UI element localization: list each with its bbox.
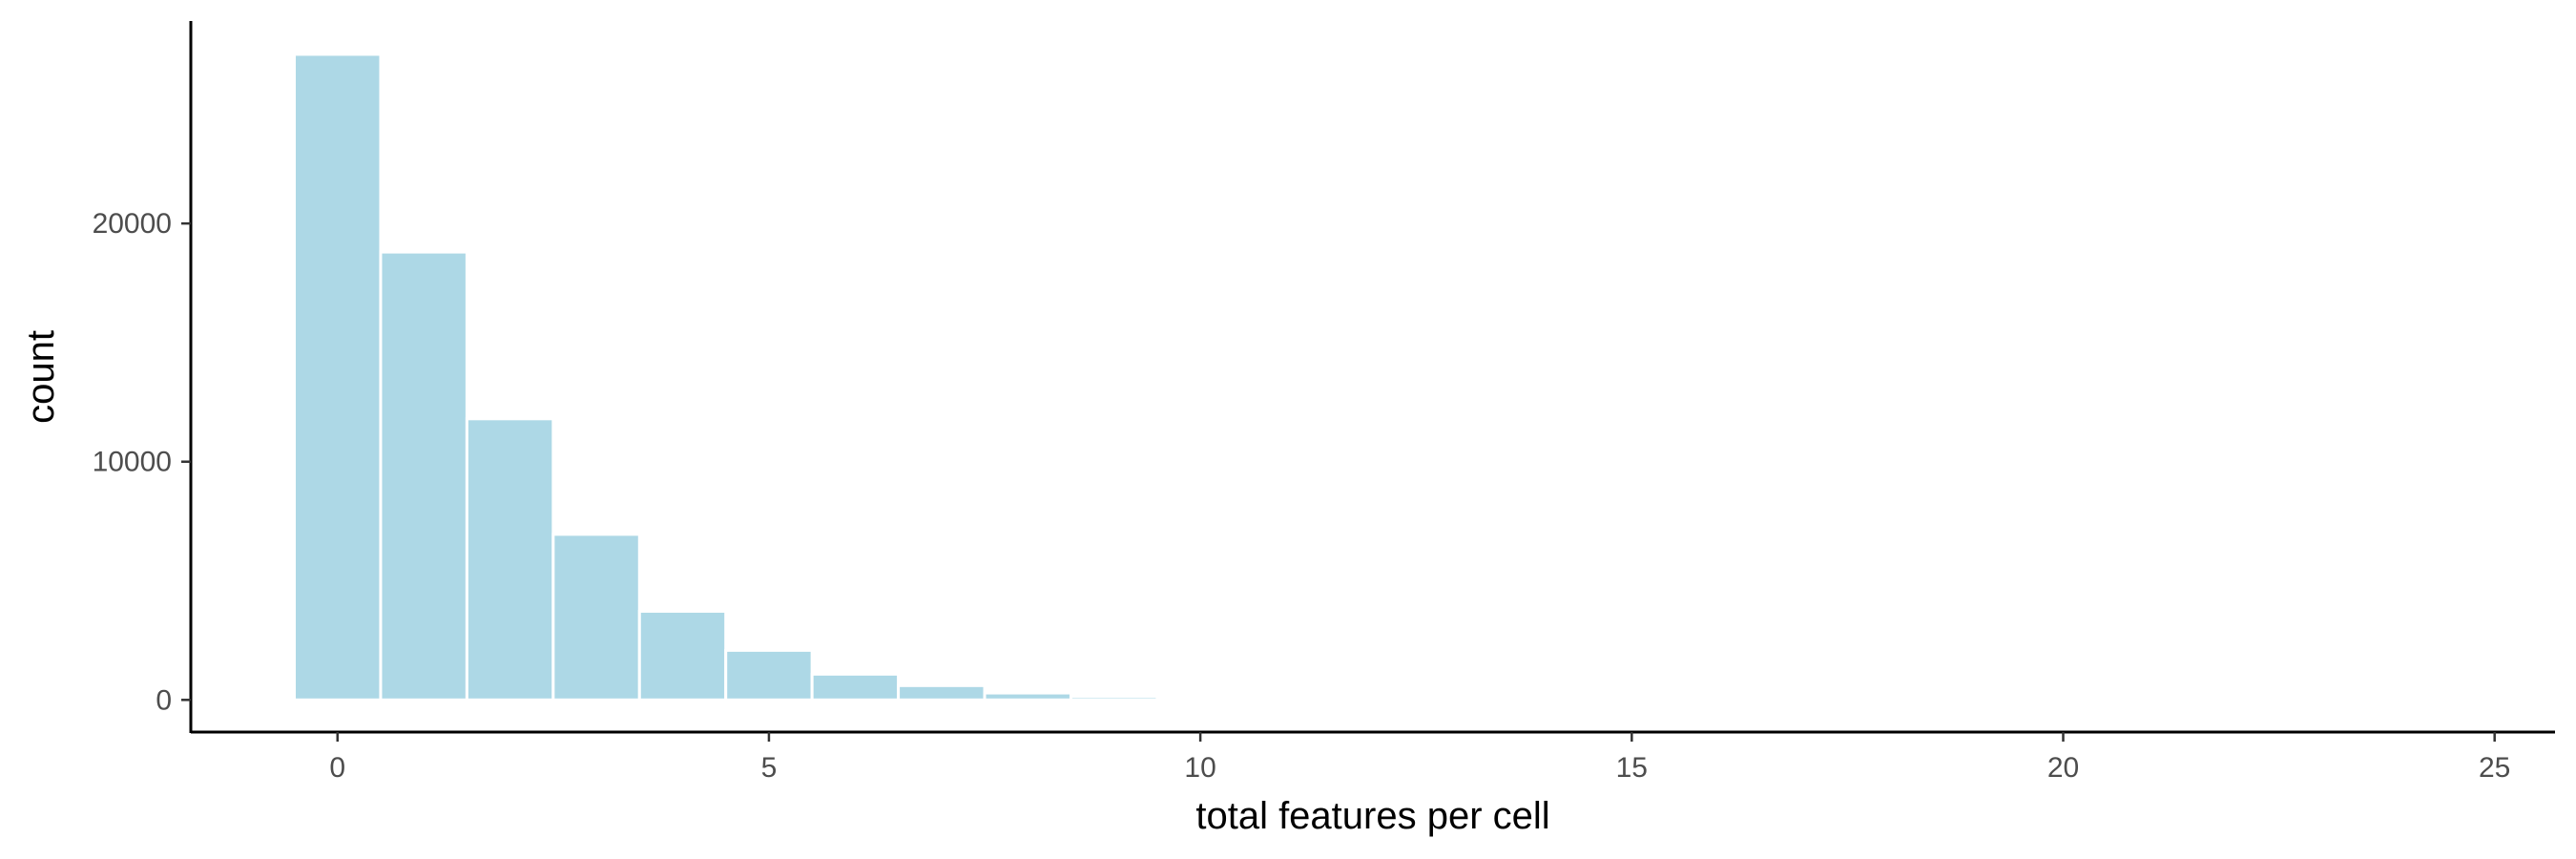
histogram-bar: [293, 52, 383, 702]
histogram-bar: [724, 648, 814, 702]
x-axis-ticks: 0 5 10 15 20 25: [329, 732, 2510, 784]
x-tick-label: 20: [2047, 752, 2079, 784]
x-tick-label: 15: [1616, 752, 1648, 784]
y-tick-label: 20000: [93, 208, 172, 240]
histogram-bar: [983, 691, 1072, 702]
x-axis-title: total features per cell: [1195, 795, 1549, 837]
y-axis-ticks: 0 10000 20000: [93, 208, 191, 716]
x-tick-label: 5: [761, 752, 778, 784]
y-tick-label: 10000: [93, 447, 172, 478]
x-tick-label: 25: [2479, 752, 2510, 784]
y-axis-title: count: [20, 330, 62, 424]
x-tick-label: 0: [329, 752, 345, 784]
histogram-bar: [637, 609, 728, 702]
histogram-bar: [379, 250, 468, 702]
histogram-bar: [465, 417, 555, 702]
histogram-bar: [810, 672, 901, 702]
histogram-bar: [1069, 695, 1159, 702]
histogram-bar: [551, 533, 641, 702]
bars-group: [293, 52, 1159, 702]
histogram-bar: [897, 683, 987, 702]
y-tick-label: 0: [156, 684, 172, 716]
x-tick-label: 10: [1184, 752, 1215, 784]
